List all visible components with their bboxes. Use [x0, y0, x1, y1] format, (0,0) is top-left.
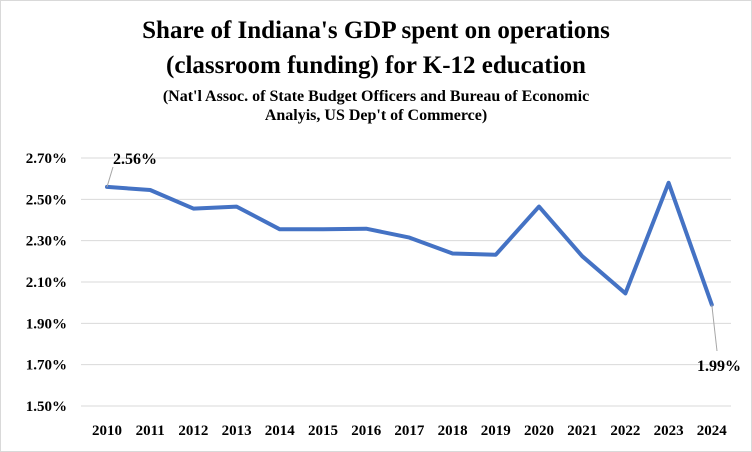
- series-line: [105, 180, 714, 307]
- y-tick-label: 2.30%: [26, 234, 67, 250]
- x-tick-label: 2011: [136, 423, 165, 439]
- y-tick-label: 2.10%: [26, 275, 67, 291]
- x-tick-label: 2017: [394, 423, 425, 439]
- x-tick-label: 2024: [697, 423, 728, 439]
- x-tick-label: 2012: [178, 423, 208, 439]
- y-tick-label: 2.50%: [26, 192, 67, 208]
- x-tick-label: 2022: [610, 423, 640, 439]
- x-tick-label: 2013: [222, 423, 252, 439]
- x-tick-label: 2016: [351, 423, 382, 439]
- x-tick-label: 2014: [265, 423, 296, 439]
- x-tick-label: 2023: [654, 423, 684, 439]
- x-tick-label: 2018: [438, 423, 468, 439]
- chart-title-line-1: Share of Indiana's GDP spent on operatio…: [142, 17, 610, 44]
- chart-title-line-2: (classroom funding) for K-12 education: [166, 52, 586, 79]
- y-tick-label: 1.50%: [26, 399, 67, 415]
- y-tick-label: 1.90%: [26, 316, 67, 332]
- x-tick-label: 2020: [524, 423, 554, 439]
- y-tick-label: 1.70%: [26, 358, 67, 374]
- data-label: 1.99%: [697, 358, 741, 375]
- annotation-leader-line: [106, 166, 114, 188]
- x-tick-label: 2010: [92, 423, 122, 439]
- x-tick-label: 2019: [481, 423, 511, 439]
- x-tick-label: 2015: [308, 423, 338, 439]
- x-tick-label: 2021: [567, 423, 597, 439]
- annotation-leader-line: [711, 304, 718, 352]
- y-tick-label: 2.70%: [26, 151, 67, 167]
- chart-subtitle-line-1: (Nat'l Assoc. of State Budget Officers a…: [162, 88, 590, 105]
- chart-subtitle-line-2: Analyis, US Dep't of Commerce): [264, 107, 488, 124]
- data-label: 2.56%: [113, 151, 157, 168]
